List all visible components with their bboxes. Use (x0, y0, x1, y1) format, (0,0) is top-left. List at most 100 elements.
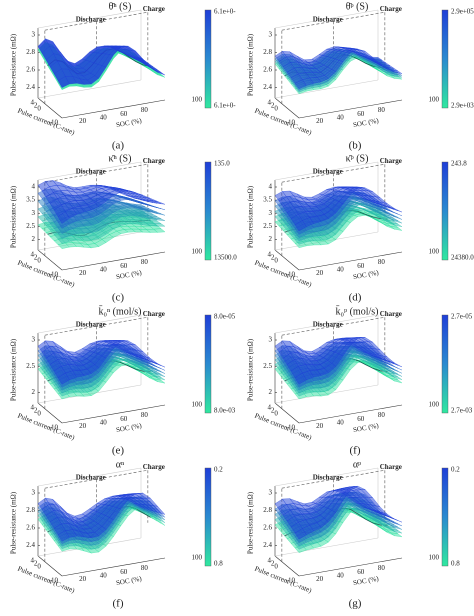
surface-patch (153, 362, 166, 368)
current-axis-label: Pulse current (C-rate) (17, 412, 77, 442)
colorbar-top-label: 0.2 (451, 466, 460, 474)
z-tick-label: 3 (269, 336, 273, 344)
charge-label: Charge (380, 463, 402, 471)
current-tick-label: 2 (271, 101, 275, 109)
soc-tick-label: 40 (100, 418, 108, 426)
box-edge (274, 79, 379, 99)
surface-patch (390, 368, 403, 374)
soc-axis-label: SOC (%) (352, 117, 380, 129)
panel-caption: (g) (349, 598, 362, 610)
colorbar (204, 9, 212, 109)
z-axis-label: Pulse-resistance (mΩ) (10, 33, 18, 96)
surface (37, 180, 166, 249)
current-axis-label: Pulse current (C-rate) (17, 565, 77, 595)
z-axis-label: Pulse-resistance (mΩ) (10, 185, 18, 248)
box-edge (274, 537, 379, 557)
box-edge (37, 314, 142, 334)
panel-title: κ̄ᵖ (S) (346, 153, 369, 164)
panel-title: θ̄ⁿ (S) (109, 1, 132, 12)
surface-patch (153, 217, 166, 221)
soc-axis (298, 557, 403, 577)
panel-caption: (f) (350, 445, 361, 457)
current-tick-label: -10 (49, 119, 59, 127)
z-tick-label: 2 (269, 388, 273, 396)
soc-tick-label: 40 (337, 113, 345, 121)
colorbar-mid-label: 100 (192, 401, 203, 409)
current-axis (274, 555, 300, 577)
colorbar-top-label: 6.1e+0- (214, 8, 236, 16)
z-tick-label: 3 (269, 489, 273, 497)
panel-caption: (f) (113, 598, 124, 610)
panel-caption: (c) (112, 292, 125, 304)
colorbar-mid-label: 100 (429, 554, 440, 562)
z-tick-label: 4 (269, 183, 273, 191)
current-tick-label: 4 (31, 99, 35, 107)
discharge-label: Discharge (76, 16, 106, 24)
soc-axis (61, 251, 166, 271)
z-tick-label: 2.6 (263, 66, 272, 74)
z-tick-label: 2.5 (26, 222, 35, 230)
colorbar-bottom-label: 6.1e+0- (214, 102, 236, 110)
z-axis-label: Pulse-resistance (mΩ) (247, 491, 255, 554)
colorbar (441, 161, 449, 261)
surface-patch (390, 222, 403, 227)
colorbar (204, 161, 212, 261)
current-tick-label: 0 (37, 562, 41, 570)
z-tick-label: 2.6 (26, 524, 35, 532)
soc-tick-label: 40 (100, 265, 108, 273)
z-tick-label: 2.4 (26, 541, 35, 549)
soc-axis-label: SOC (%) (352, 269, 380, 281)
colorbar (204, 314, 212, 414)
z-axis-label: Pulse-resistance (mΩ) (247, 185, 255, 248)
soc-tick-label: 20 (316, 269, 324, 277)
surface-patch (390, 211, 403, 216)
soc-tick-label: 20 (316, 575, 324, 583)
soc-tick-label: 60 (357, 415, 365, 423)
current-tick-label: 0 (37, 409, 41, 417)
charge-label: Charge (143, 157, 165, 165)
current-tick-label: -10 (286, 577, 296, 585)
soc-tick-label: 20 (79, 269, 87, 277)
surface-patch (390, 364, 403, 371)
soc-tick-label: 80 (378, 258, 386, 266)
charge-label: Charge (143, 5, 165, 13)
current-axis-label: Pulse current (C-rate) (17, 259, 77, 289)
current-tick-label: 4 (31, 404, 35, 412)
colorbar-mid-label: 100 (429, 248, 440, 256)
surface (274, 186, 403, 248)
discharge-label: Discharge (313, 16, 343, 24)
panel-caption: (e) (112, 445, 125, 457)
surface-patch (390, 218, 403, 224)
colorbar (441, 467, 449, 567)
current-tick-label: -10 (286, 271, 296, 279)
surface-patch (390, 521, 403, 527)
z-tick-label: 3 (32, 209, 36, 217)
surface-patch (390, 374, 403, 380)
soc-axis-label: SOC (%) (115, 117, 143, 129)
surface-patch (153, 71, 166, 78)
z-tick-label: 3 (269, 31, 273, 39)
panel-title: αᵖ (353, 459, 361, 470)
surface-patch (153, 228, 166, 233)
current-axis-label: Pulse current (C-rate) (254, 412, 314, 442)
current-tick-label: 0 (274, 104, 278, 112)
colorbar-top-label: 243.8 (451, 160, 467, 168)
z-tick-label: 2.6 (263, 524, 272, 532)
current-axis-label: Pulse current (C-rate) (254, 565, 314, 595)
current-tick-label: -10 (286, 119, 296, 127)
current-tick-label: 0 (274, 562, 278, 570)
surface-patch (390, 226, 403, 231)
colorbar-top-label: 8.0e-05 (214, 313, 236, 321)
z-tick-label: 2.5 (263, 362, 272, 370)
colorbar-mid-label: 100 (429, 96, 440, 104)
surface-patch (153, 365, 166, 371)
soc-tick-label: 80 (141, 564, 149, 572)
colorbar-bottom-label: 0.8 (451, 560, 460, 568)
z-tick-label: 2 (32, 235, 36, 243)
z-axis-label: Pulse-resistance (mΩ) (10, 491, 18, 554)
discharge-label: Discharge (76, 321, 106, 329)
